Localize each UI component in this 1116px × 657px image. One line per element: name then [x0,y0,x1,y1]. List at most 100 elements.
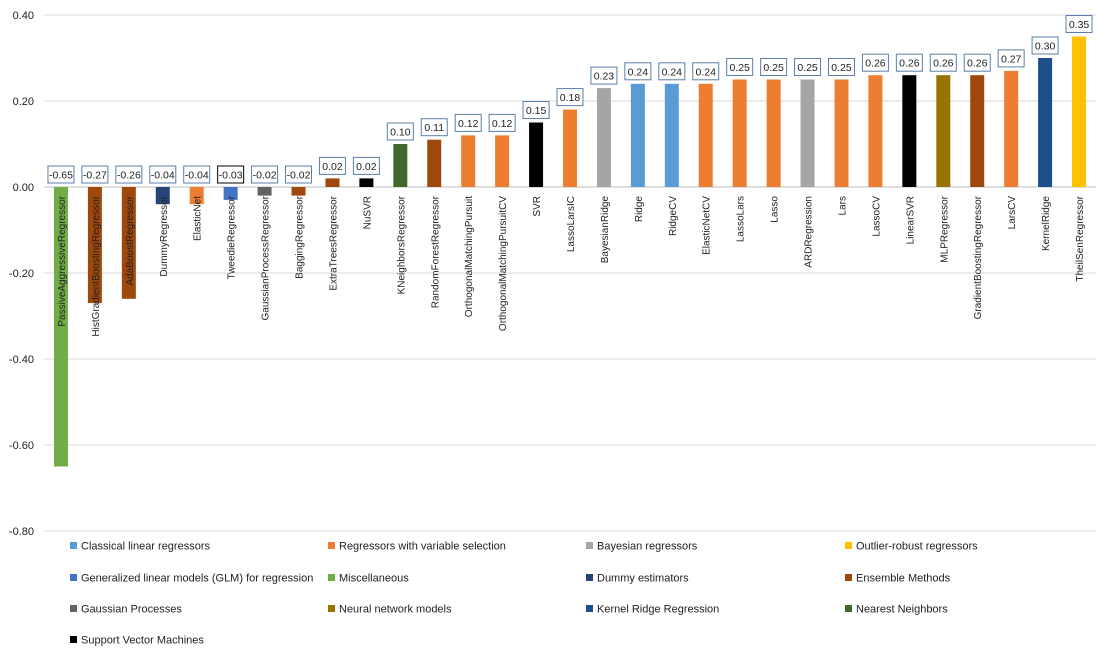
bar [698,83,713,187]
data-label: 0.11 [420,118,448,137]
bar [664,83,679,187]
data-label-box [658,62,686,81]
legend-entry: Nearest Neighbors [845,604,948,616]
data-label-text: 0.02 [322,161,343,173]
category-label: Ridge [634,196,645,223]
data-label-box [1031,36,1059,55]
data-label-box [454,113,482,132]
data-label-text: 0.35 [1069,19,1090,31]
data-label-text: -0.04 [151,170,175,182]
legend-label: Kernel Ridge Regression [597,604,719,616]
data-label-box [251,165,279,184]
data-label-text: 0.25 [763,62,784,74]
data-label-text: 0.26 [933,58,954,70]
category-label: PassiveAggressiveRegressor [57,195,68,326]
data-label-text: 0.18 [560,92,581,104]
category-label: LinearSVR [905,196,916,244]
data-label-box [997,49,1025,68]
data-label-text: 0.02 [356,161,377,173]
data-label-box [590,66,618,85]
data-label: 0.12 [454,113,482,132]
legend-label: Neural network models [339,604,452,616]
category-label: SVR [532,196,543,217]
data-label: 0.26 [963,53,991,72]
category-label: LassoCV [871,196,882,237]
data-label-box [1065,15,1093,33]
y-tick-label: -0.40 [9,354,34,366]
data-label-text: 0.24 [696,66,717,78]
legend-swatch [70,542,77,549]
legend-entry: Ensemble Methods [845,573,951,585]
category-label: RandomForestRegressor [430,195,441,308]
category-label: ARDRegression [804,196,815,268]
bars [53,36,1087,467]
legend-label: Support Vector Machines [81,635,204,647]
data-label-box [929,53,957,72]
data-label-text: -0.03 [219,170,243,182]
data-label-text: -0.65 [49,170,73,182]
data-label: 0.25 [827,58,855,76]
category-label: DummyRegressor [159,195,170,276]
data-label-text: -0.04 [185,170,209,182]
legend-label: Dummy estimators [597,573,689,585]
data-label-box [827,58,855,76]
data-label: -0.26 [115,165,143,184]
data-label-text: 0.26 [967,58,988,70]
bar [800,79,815,187]
bar [427,139,442,187]
data-label-box [963,53,991,72]
bar [87,187,102,304]
category-label: ExtraTreesRegressor [328,195,339,290]
legend-swatch [586,574,593,581]
bar [393,144,408,187]
data-label-text: 0.10 [390,127,411,139]
data-label-box [726,58,754,76]
y-tick-label: 0.00 [13,182,34,194]
bar [630,83,645,187]
data-label-text: 0.15 [526,105,547,117]
data-label: 0.25 [726,58,754,76]
y-tick-label: -0.80 [9,526,34,538]
data-label-text: 0.25 [831,62,852,74]
bar [495,135,510,187]
data-label-box [420,118,448,137]
legend-label: Nearest Neighbors [856,604,948,616]
legend-entry: Bayesian regressors [586,541,698,553]
category-label: TheilSenRegressor [1075,195,1086,281]
category-label: ElasticNetCV [702,196,713,255]
data-label: 0.24 [658,62,686,81]
legend-swatch [70,574,77,581]
legend-swatch [70,636,77,643]
data-labels: -0.65 -0.27 -0.26 -0.04 -0.04 -0.03 -0.02 -0.02… [47,15,1093,184]
data-label: -0.27 [81,165,109,184]
data-label-text: 0.27 [1001,53,1022,65]
category-label: OrthogonalMatchingPursuit [464,196,475,317]
data-label: 0.24 [692,62,720,81]
bar [563,109,577,187]
y-axis: 0.40 0.20 0.00 -0.20 -0.40 -0.60 -0.80 [9,10,1096,538]
bar [868,75,883,187]
category-label: OrthogonalMatchingPursuitCV [498,196,509,331]
category-label: Lars [837,196,848,215]
data-label-text: 0.26 [865,58,886,70]
legend-entry: Classical linear regressors [70,541,210,553]
data-label-box [794,58,822,76]
legend-swatch [328,605,335,612]
data-label-text: 0.30 [1035,41,1056,53]
y-tick-label: -0.60 [9,440,34,452]
bar [834,79,849,187]
data-label-text: 0.12 [458,118,479,130]
category-label: KernelRidge [1041,196,1052,251]
legend-label: Classical linear regressors [81,541,210,553]
legend: Classical linear regressors Regressors wi… [70,541,978,647]
y-tick-label: 0.40 [13,10,34,22]
legend-label: Generalized linear models (GLM) for regr… [81,573,313,585]
legend-entry: Neural network models [328,604,452,616]
data-label: -0.65 [47,165,75,184]
bar [189,187,204,205]
category-label: ElasticNet [193,196,204,241]
data-label-text: 0.26 [899,58,920,70]
legend-label: Miscellaneous [339,573,409,585]
bar [257,187,272,196]
